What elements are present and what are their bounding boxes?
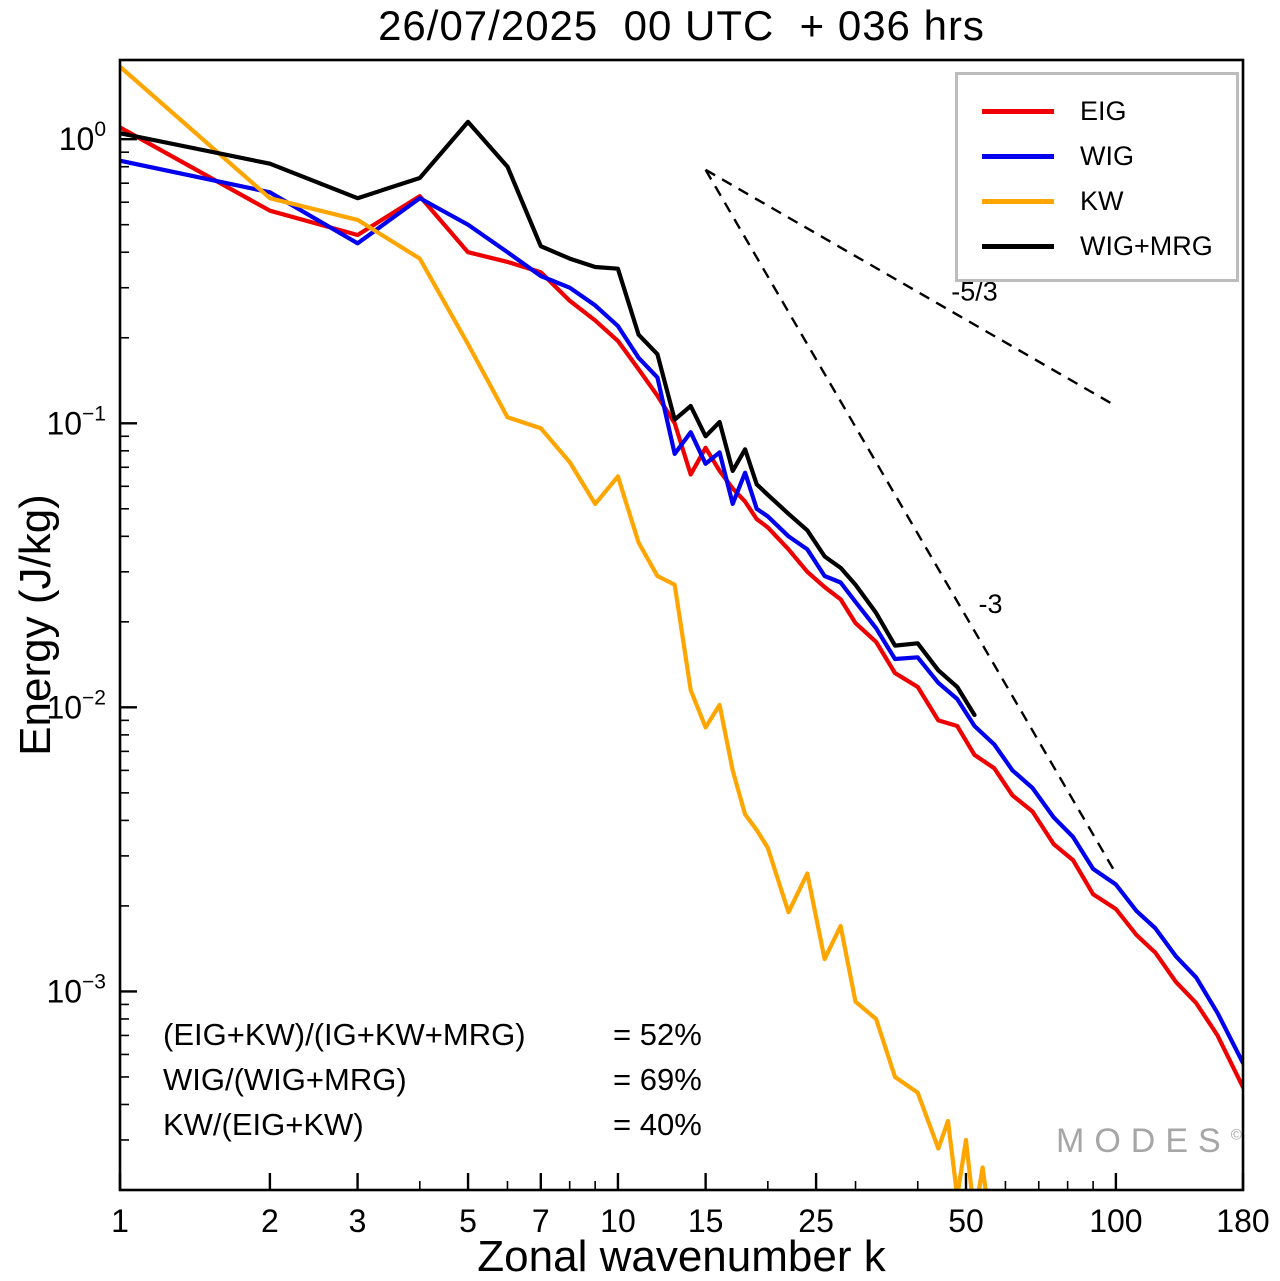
ratio-row: WIG/(WIG+MRG) = 69% — [163, 1057, 702, 1102]
y-tick-label: 10−3 — [46, 970, 106, 1009]
ratio-value: = 69% — [613, 1062, 702, 1097]
x-tick-label: 180 — [1216, 1203, 1269, 1239]
x-tick-label: 15 — [688, 1203, 724, 1239]
ratio-row: KW/(EIG+KW) = 40% — [163, 1102, 702, 1147]
y-tick-label: 100 — [59, 118, 106, 157]
ratio-label: KW/(EIG+KW) — [163, 1107, 364, 1142]
legend-label-eig: EIG — [1080, 96, 1127, 126]
legend-item-wig: WIG — [982, 134, 1226, 179]
x-tick-label: 3 — [349, 1203, 367, 1239]
reference-label-3: -3 — [978, 589, 1002, 619]
series-line-wig-mrg — [120, 119, 977, 718]
x-tick-label: 7 — [532, 1203, 550, 1239]
legend-label-kw: KW — [1080, 186, 1124, 216]
axis-ticks: 1 2 3 5 7 10 15 25 50 100 180 100 10−1 10−2 10−3 — [46, 118, 1269, 1239]
modes-watermark: MODES© — [1056, 1122, 1242, 1161]
x-tick-label: 10 — [600, 1203, 636, 1239]
series-line-eig — [120, 125, 1243, 1090]
legend-item-wig-mrg: WIG+MRG — [982, 224, 1226, 269]
legend-label-wig: WIG — [1080, 141, 1134, 171]
chart-title: 26/07/2025 00 UTC + 036 hrs — [378, 2, 985, 49]
legend-swatch-eig — [982, 109, 1054, 114]
ratio-value: = 40% — [613, 1107, 702, 1142]
x-tick-label: 2 — [261, 1203, 279, 1239]
x-axis-label: Zonal wavenumber k — [477, 1232, 886, 1281]
y-tick-label: 10−1 — [46, 402, 106, 441]
y-tick-label: 10−2 — [46, 686, 106, 725]
legend-item-eig: EIG — [982, 89, 1226, 134]
x-tick-label: 5 — [459, 1203, 477, 1239]
legend-swatch-wig-mrg — [982, 244, 1054, 249]
reference-line-3 — [704, 169, 1117, 875]
plot-frame — [118, 58, 1245, 1192]
x-tick-label: 1 — [111, 1203, 129, 1239]
copyright-icon: © — [1230, 1126, 1242, 1144]
series-lines — [120, 64, 1243, 1190]
x-tick-label: 25 — [798, 1203, 834, 1239]
x-tick-label: 100 — [1089, 1203, 1142, 1239]
series-line-kw — [120, 64, 988, 1190]
legend-item-kw: KW — [982, 179, 1226, 224]
legend-label-wig-mrg: WIG+MRG — [1080, 231, 1213, 261]
ratio-row: (EIG+KW)/(IG+KW+MRG) = 52% — [163, 1012, 702, 1057]
ratio-value: = 52% — [613, 1017, 702, 1052]
legend: EIG WIG KW WIG+MRG — [955, 72, 1239, 282]
legend-swatch-kw — [982, 199, 1054, 204]
ratio-label: (EIG+KW)/(IG+KW+MRG) — [163, 1017, 526, 1052]
series-line-wig — [120, 158, 1243, 1066]
x-tick-label: 50 — [948, 1203, 984, 1239]
ratio-annotations: (EIG+KW)/(IG+KW+MRG) = 52% WIG/(WIG+MRG)… — [163, 1012, 702, 1147]
legend-swatch-wig — [982, 154, 1054, 159]
modes-watermark-text: MODES — [1056, 1122, 1231, 1160]
reference-line-5-3 — [705, 168, 1117, 408]
ratio-label: WIG/(WIG+MRG) — [163, 1062, 407, 1097]
